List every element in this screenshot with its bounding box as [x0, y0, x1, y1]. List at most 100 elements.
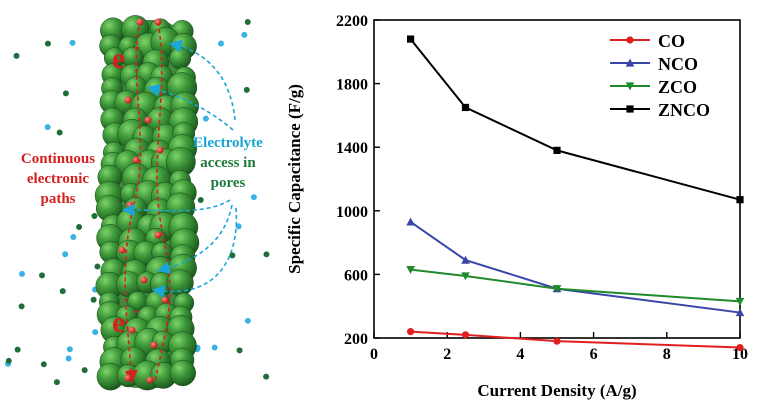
- data-point: [553, 337, 561, 345]
- electron-node: [156, 146, 164, 154]
- x-tick-label: 10: [732, 346, 748, 363]
- legend-marker: [625, 58, 635, 67]
- electron-node: [140, 276, 148, 284]
- electron-node: [136, 18, 144, 26]
- data-point: [407, 35, 415, 43]
- y-tick-label: 2200: [336, 13, 368, 30]
- counter-ion: [44, 40, 51, 47]
- counter-ion: [14, 346, 21, 353]
- counter-ion: [243, 86, 250, 93]
- x-tick-label: 8: [663, 346, 671, 363]
- counter-ion: [244, 18, 251, 25]
- series-nco: [406, 217, 745, 317]
- y-tick-label: 1000: [336, 204, 368, 221]
- electrolyte-ion: [65, 355, 72, 362]
- electron-node: [132, 156, 140, 164]
- counter-ion: [38, 272, 45, 279]
- counter-ion: [5, 357, 12, 364]
- electron-node: [144, 116, 152, 124]
- data-point: [461, 272, 470, 281]
- data-point: [552, 285, 562, 294]
- capacitance-chart: 0 2 4 6 8 10 200 600 1000 1400 1800 2200 CO NCO ZCO ZN…: [285, 13, 748, 400]
- y-tick-label: 1800: [336, 77, 368, 94]
- legend-label: NCO: [658, 54, 698, 74]
- counter-ion: [236, 347, 243, 354]
- data-point: [553, 146, 561, 154]
- y-tick-label: 600: [344, 267, 368, 284]
- electrolyte-ion: [66, 346, 73, 353]
- counter-ion: [59, 288, 66, 295]
- legend-label: ZNCO: [658, 100, 710, 120]
- counter-ion: [94, 263, 101, 270]
- electrolyte-ion: [19, 270, 26, 277]
- electrolyte-ion: [202, 115, 209, 122]
- counter-ion: [18, 303, 25, 310]
- legend-item-znco: ZNCO: [610, 100, 710, 120]
- electron-charge: -: [134, 300, 140, 320]
- electron-node: [126, 201, 134, 209]
- series-line: [410, 221, 741, 314]
- electron-label-top: e -: [112, 36, 140, 75]
- legend-label: CO: [658, 31, 685, 51]
- series-line: [410, 268, 741, 303]
- counter-ion: [197, 196, 204, 203]
- electrolyte-ion: [235, 223, 242, 230]
- electrolyte-ion: [44, 124, 51, 131]
- data-point: [461, 331, 470, 339]
- series-co: [407, 328, 744, 352]
- label-line: paths: [40, 191, 75, 207]
- chart-ticks: 0 2 4 6 8 10 200 600 1000 1400 1800 2200: [336, 13, 748, 363]
- x-tick-label: 2: [443, 346, 451, 363]
- data-point: [736, 196, 744, 204]
- electrolyte-ion: [217, 40, 224, 47]
- electron-node: [118, 246, 126, 254]
- data-point: [406, 217, 415, 226]
- series-znco: [407, 35, 744, 204]
- nanoparticle: [169, 47, 192, 70]
- x-tick-label: 4: [516, 346, 524, 363]
- legend-marker: [625, 82, 635, 91]
- counter-ion: [263, 251, 270, 258]
- nanoparticle: [169, 359, 196, 387]
- counter-ion: [81, 367, 88, 374]
- chart-series: [406, 35, 745, 352]
- data-point: [407, 328, 415, 336]
- electron-node: [124, 96, 132, 104]
- electron-symbol: e: [112, 306, 125, 339]
- counter-ion: [62, 90, 69, 97]
- chart-legend: CO NCO ZCO ZNCO: [610, 31, 710, 120]
- electron-charge: -: [134, 36, 140, 56]
- label-line: Continuous: [21, 151, 95, 167]
- counter-ion: [53, 379, 60, 386]
- label-electrolyte-access: Electrolyte access in pores: [193, 135, 263, 191]
- electrolyte-ion: [69, 39, 76, 46]
- y-axis-label: Specific Capacitance (F/g): [285, 84, 304, 274]
- electron-node: [161, 296, 169, 304]
- electrolyte-ion: [70, 234, 77, 241]
- series-zco: [406, 266, 745, 306]
- electron-node: [154, 18, 162, 26]
- series-line: [409, 38, 741, 201]
- electron-node: [146, 376, 154, 384]
- legend-marker: [626, 105, 634, 113]
- x-tick-label: 0: [370, 346, 378, 363]
- electron-node: [154, 231, 162, 239]
- electron-node: [128, 326, 136, 334]
- data-point: [735, 297, 745, 306]
- counter-ion: [40, 361, 47, 368]
- electrolyte-arrows: [121, 39, 238, 298]
- counter-ion: [56, 129, 63, 136]
- data-point: [735, 308, 745, 317]
- legend-marker: [626, 36, 634, 44]
- label-continuous-paths: Continuous electronic paths: [21, 151, 95, 207]
- electrolyte-ion: [244, 317, 251, 324]
- data-point: [406, 266, 415, 274]
- counter-ion: [229, 252, 236, 259]
- label-line: electronic: [27, 171, 90, 187]
- label-line: access in: [200, 155, 256, 171]
- data-point: [461, 103, 470, 112]
- counter-ion: [263, 373, 270, 380]
- electron-node: [124, 374, 132, 382]
- legend-label: ZCO: [658, 77, 697, 97]
- x-axis-label: Current Density (A/g): [477, 381, 636, 400]
